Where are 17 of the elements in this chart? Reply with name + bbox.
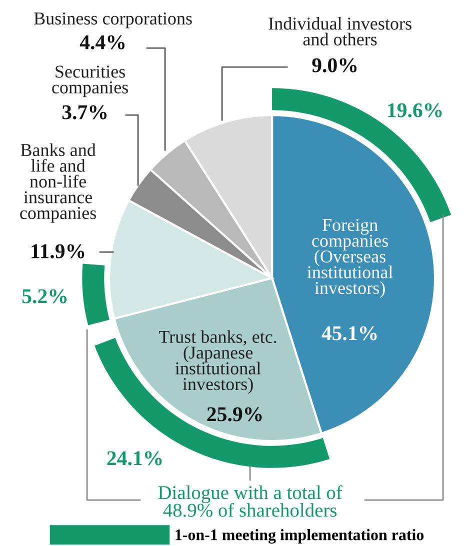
data-label: 11.9% [32, 244, 84, 258]
slice-label: Trust banks, etc. (Japanese institutional investors) [159, 330, 276, 394]
data-label: 24.1% [107, 451, 162, 466]
slice-label: 1-on-1 meeting implementation ratio [176, 529, 424, 544]
data-label: 25.9% [207, 407, 262, 422]
slice-label: Banks and life and non-life insurance companies [20, 143, 96, 223]
slice-label: Individual investors and others [268, 17, 412, 46]
text: Dialogue with a total of 48.9% of shareholders [158, 485, 342, 517]
data-label: 5.2% [22, 289, 67, 304]
slice-label: Foreign companies (Overseas institutional investors) [307, 218, 393, 298]
data-label: 4.4% [80, 35, 125, 50]
data-label: 19.6% [388, 103, 442, 118]
data-label: 3.7% [62, 105, 107, 120]
slice-label: Securities companies [52, 66, 128, 98]
data-label: 9.0% [312, 58, 357, 72]
slice-label: Business corporations [34, 12, 192, 28]
data-label: 45.1% [322, 326, 377, 340]
